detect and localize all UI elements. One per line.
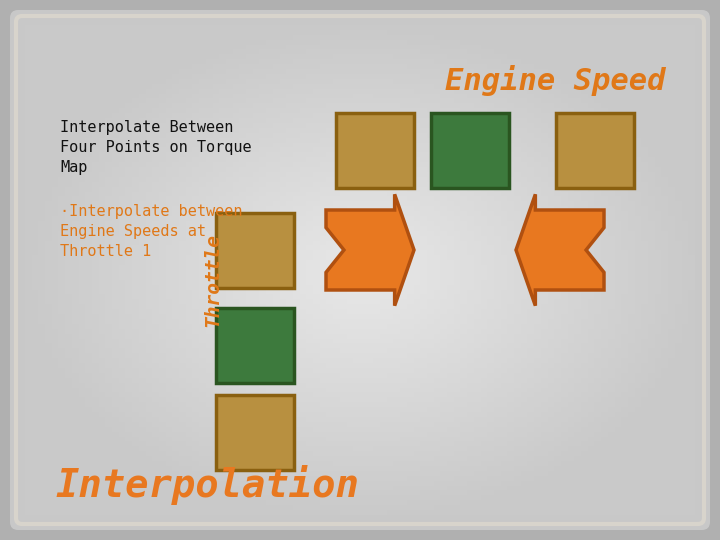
Polygon shape bbox=[326, 194, 414, 306]
Bar bbox=[556, 112, 634, 187]
Polygon shape bbox=[516, 194, 604, 306]
FancyBboxPatch shape bbox=[10, 10, 710, 530]
Bar bbox=[216, 307, 294, 382]
Text: Interpolation: Interpolation bbox=[55, 465, 359, 505]
Text: Engine Speed: Engine Speed bbox=[445, 64, 665, 96]
Bar bbox=[216, 213, 294, 287]
Bar bbox=[431, 112, 509, 187]
Text: ·Interpolate between
Engine Speeds at
Throttle 1: ·Interpolate between Engine Speeds at Th… bbox=[60, 204, 243, 259]
Text: Throttle: Throttle bbox=[204, 233, 222, 327]
Bar bbox=[336, 112, 414, 187]
Text: Interpolate Between
Four Points on Torque
Map: Interpolate Between Four Points on Torqu… bbox=[60, 120, 251, 174]
Bar bbox=[216, 395, 294, 469]
